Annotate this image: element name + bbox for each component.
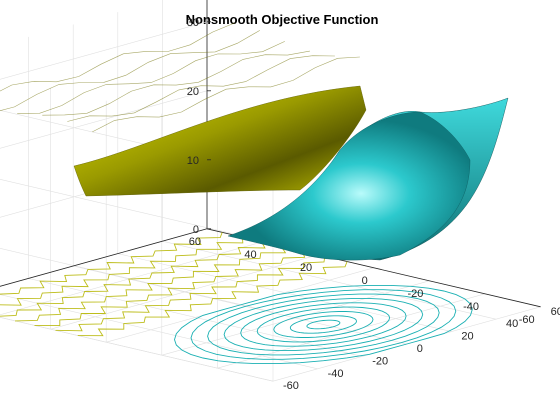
y-tick-label: 20 <box>461 331 473 343</box>
yellow-contour <box>0 237 244 306</box>
wall-grid-line <box>0 317 274 382</box>
yellow-contour <box>0 232 223 295</box>
x-tick-label: -20 <box>407 288 423 300</box>
y-tick-label: 60 <box>551 306 560 318</box>
cyan-contour <box>256 306 391 343</box>
x-tick-label: 20 <box>300 262 312 274</box>
yellow-ripple <box>67 55 335 122</box>
y-tick-label: -20 <box>372 355 388 367</box>
cyan-contour <box>223 297 424 352</box>
floor-grid-line <box>162 240 497 320</box>
x-tick-label: -40 <box>463 301 479 313</box>
yellow-ripple <box>42 50 310 116</box>
cyan-contour <box>190 289 457 360</box>
floor-grid-line <box>0 294 318 370</box>
y-tick-label: -40 <box>328 368 344 380</box>
yellow-contour <box>34 250 306 327</box>
x-tick-label: -60 <box>519 314 535 326</box>
wall-grid-line <box>0 90 208 149</box>
x-tick-label: 40 <box>244 249 256 261</box>
yellow-ripple <box>17 41 285 114</box>
cyan-contour <box>240 302 407 347</box>
yellow-contour <box>14 245 287 322</box>
floor-contours <box>0 232 473 365</box>
cyan-contour <box>306 319 341 330</box>
cyan-contour <box>207 293 440 356</box>
yellow-ripple <box>0 30 260 111</box>
x-axis-line <box>0 228 208 287</box>
yellow-contour <box>55 256 326 332</box>
yellow-contour <box>0 241 266 317</box>
z-tick-label: 30 <box>187 17 199 29</box>
floor-grid-line <box>117 253 452 332</box>
wall-grid-line <box>0 179 274 244</box>
cyan-contour <box>289 315 357 334</box>
cyan-contour <box>174 284 473 365</box>
z-tick-label: 10 <box>187 155 199 167</box>
wall-grid-line <box>0 21 208 80</box>
y-tick-label: -60 <box>283 380 299 392</box>
wall-grid-line <box>0 248 274 313</box>
cyan-surface <box>227 111 471 261</box>
surfaces <box>73 85 509 261</box>
x-tick-label: 60 <box>189 236 201 248</box>
y-tick-label: 0 <box>417 343 423 355</box>
surface-ripples <box>0 22 360 133</box>
cyan-contour <box>273 311 374 338</box>
z-tick-label: 0 <box>193 224 199 236</box>
yellow-ripple <box>0 22 235 92</box>
z-tick-label: 20 <box>187 86 199 98</box>
yellow-ripple <box>92 56 360 133</box>
x-tick-label: 0 <box>362 275 368 287</box>
yellow-contour <box>77 261 348 337</box>
yellow-surface <box>73 85 367 197</box>
y-tick-label: 40 <box>506 318 518 330</box>
chart-title: Nonsmooth Objective Function <box>186 12 379 27</box>
